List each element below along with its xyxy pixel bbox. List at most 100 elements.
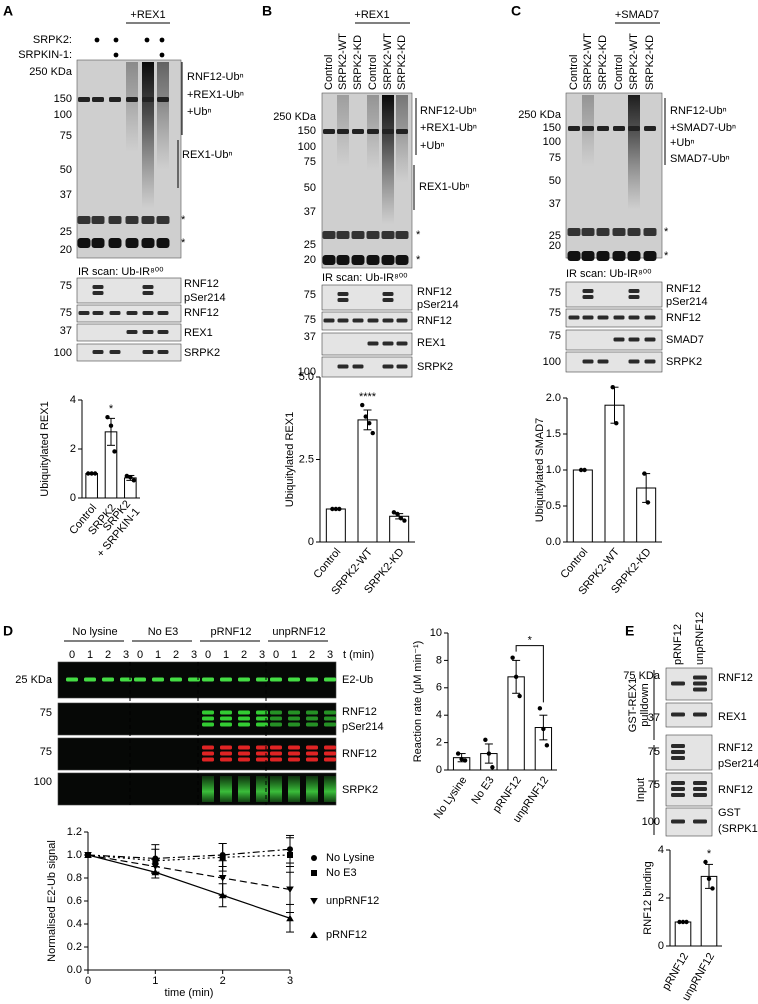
band xyxy=(238,757,250,762)
y-tick-label: 2.0 xyxy=(546,392,561,404)
band xyxy=(322,231,336,239)
band xyxy=(306,745,318,750)
time-label: 3 xyxy=(259,649,265,661)
marker-label: 75 xyxy=(549,330,561,342)
band xyxy=(324,776,336,802)
band xyxy=(324,745,336,750)
y-tick-label: 1.0 xyxy=(67,849,82,861)
smear xyxy=(157,62,169,170)
marker-label: 37 xyxy=(60,325,72,337)
blot-label: SRPK2 xyxy=(184,347,220,359)
band xyxy=(142,330,154,334)
band xyxy=(582,315,594,320)
band xyxy=(202,677,214,682)
band xyxy=(202,751,214,756)
band xyxy=(382,298,394,302)
marker-label: 100 xyxy=(642,816,660,828)
data-point xyxy=(677,919,682,925)
data-point xyxy=(219,854,226,861)
band xyxy=(582,289,594,293)
time-label: 3 xyxy=(191,649,197,661)
x-tick-label: 1 xyxy=(152,975,158,987)
y-axis-label: Ubiquitylated REX1 xyxy=(39,401,51,496)
lane-label: Control xyxy=(568,55,580,90)
dot xyxy=(144,37,150,43)
marker-label: 75 xyxy=(648,779,660,791)
lane-label: pRNF12 xyxy=(672,624,684,665)
lane-label: Control xyxy=(367,55,379,90)
ub-label: +Ubⁿ xyxy=(187,106,212,118)
marker-label: 75 xyxy=(549,152,561,164)
band xyxy=(336,255,350,265)
dot xyxy=(159,52,165,58)
band xyxy=(568,126,580,131)
y-tick-label: 4 xyxy=(658,844,664,856)
data-point xyxy=(578,467,584,473)
data-point xyxy=(490,765,495,770)
y-tick-label: 4 xyxy=(70,394,76,406)
band xyxy=(324,677,336,682)
blot-label: REX1 xyxy=(718,711,747,723)
y-tick-label: 2 xyxy=(436,737,442,749)
legend-label: No Lysine xyxy=(326,852,375,864)
group-label: pRNF12 xyxy=(211,626,252,638)
data-point xyxy=(363,414,368,419)
data-point xyxy=(151,868,160,876)
band xyxy=(202,776,214,802)
significance-label: **** xyxy=(359,391,377,403)
y-tick-label: 0.0 xyxy=(546,536,561,548)
data-point xyxy=(337,506,342,512)
section-label: GST-REX1 xyxy=(627,678,639,732)
y-tick-label: 5.0 xyxy=(299,371,314,383)
y-axis-label: Ubiquitylated SMAD7 xyxy=(534,418,546,523)
band xyxy=(351,255,365,265)
data-point xyxy=(395,511,400,517)
data-point xyxy=(614,421,619,426)
smear xyxy=(382,95,394,225)
marker-label: 37 xyxy=(304,206,316,218)
marker-label: 75 xyxy=(304,156,316,168)
band xyxy=(202,757,214,762)
band xyxy=(92,97,104,102)
band xyxy=(288,710,300,715)
band xyxy=(256,776,268,802)
smear xyxy=(126,62,138,153)
band xyxy=(152,677,164,682)
group-label: unpRNF12 xyxy=(272,626,325,638)
band xyxy=(337,318,349,323)
blot-label: RNF12 xyxy=(342,706,377,718)
ub-label: +Ubⁿ xyxy=(420,140,445,152)
band xyxy=(270,745,282,750)
treatment-header: +REX1 xyxy=(130,9,165,21)
band xyxy=(256,757,268,762)
band xyxy=(306,710,318,715)
marker-label: 75 KDa xyxy=(623,670,661,682)
blot-label: GST xyxy=(718,807,741,819)
time-label: 0 xyxy=(69,649,75,661)
data-point xyxy=(486,751,492,756)
band xyxy=(567,251,581,261)
lane-label: SRPK2-WT xyxy=(337,33,349,90)
data-point xyxy=(124,473,130,479)
band xyxy=(324,722,336,727)
blot-label: RNF12 xyxy=(718,742,753,754)
band xyxy=(142,350,154,354)
smear xyxy=(142,62,154,209)
blot xyxy=(321,332,413,356)
lane-label: SRPK2-KD xyxy=(597,35,609,90)
band xyxy=(270,776,282,802)
band xyxy=(77,238,91,248)
blot-label: RNF12 xyxy=(417,315,452,327)
band xyxy=(142,311,154,315)
panel-label: A xyxy=(3,3,13,19)
band xyxy=(306,751,318,756)
band xyxy=(367,129,379,134)
band xyxy=(109,350,121,354)
scan-label: IR scan: Ub-IR⁸⁰⁰ xyxy=(78,266,164,278)
marker-label: 20 xyxy=(549,240,561,252)
data-point xyxy=(680,919,686,925)
band xyxy=(288,757,300,762)
band xyxy=(323,129,335,134)
band xyxy=(306,677,318,682)
y-tick-label: 1.2 xyxy=(67,826,82,838)
